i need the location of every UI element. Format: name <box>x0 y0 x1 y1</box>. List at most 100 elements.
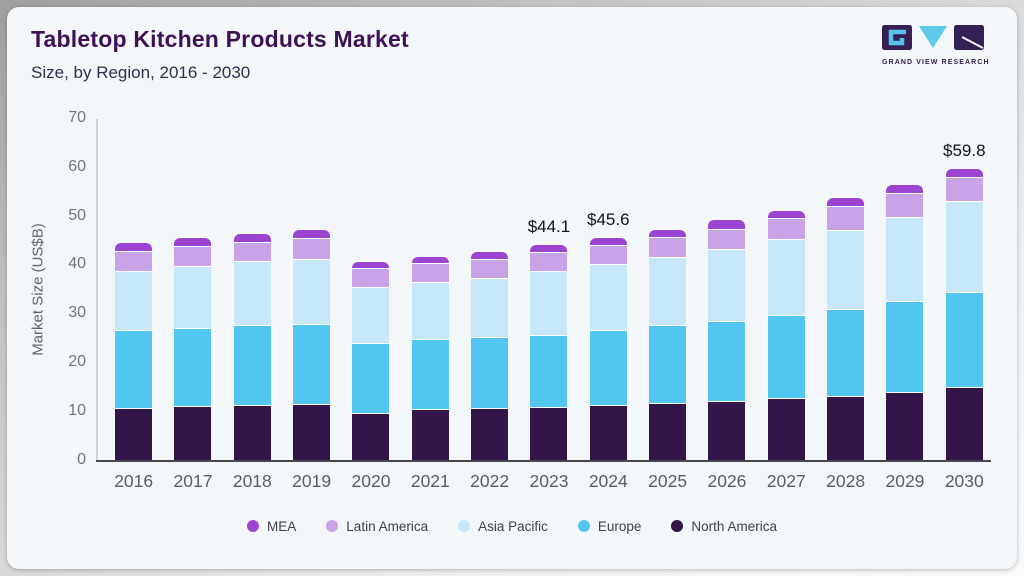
bar-segment-2023-mea <box>530 245 568 254</box>
x-label-2026: 2026 <box>707 471 747 491</box>
bar-segment-2018-asia-pacific <box>233 262 271 326</box>
bar-segment-2024-north-america <box>589 406 627 461</box>
bar-2017 <box>174 238 212 461</box>
value-label-2023: $44.1 <box>527 217 571 237</box>
bar-segment-2021-north-america <box>411 409 449 461</box>
bar-2026 <box>708 220 746 461</box>
bar-segment-2029-north-america <box>886 392 924 461</box>
bar-segment-2029-asia-pacific <box>886 217 924 302</box>
bar-segment-2016-mea <box>115 242 153 252</box>
bar-segment-2019-europe <box>293 324 331 405</box>
x-label-2025: 2025 <box>648 471 688 491</box>
legend: MEA Latin America Asia Pacific Europe North … <box>0 510 1024 542</box>
bar-segment-2021-mea <box>411 257 449 265</box>
bar-segment-2027-europe <box>767 316 805 400</box>
logo-g-glyph <box>888 29 906 46</box>
bar-2023 <box>530 245 568 461</box>
bar-segment-2028-latin-america <box>827 206 865 231</box>
y-tick-20: 20 <box>68 352 86 370</box>
bar-2018 <box>233 233 271 461</box>
legend-label: Latin America <box>346 518 429 534</box>
bar-segment-2017-north-america <box>174 406 212 461</box>
x-label-2017: 2017 <box>173 471 213 491</box>
legend-label: North America <box>691 518 777 534</box>
y-tick-50: 50 <box>68 206 86 224</box>
x-label-2020: 2020 <box>351 471 391 491</box>
bar-segment-2019-mea <box>293 229 331 239</box>
bar-segment-2021-europe <box>411 340 449 410</box>
gvr-logo: GRAND VIEW RESEARCH <box>882 24 990 66</box>
legend-item-asia-pacific: Asia Pacific <box>458 519 548 534</box>
bar-segment-2022-latin-america <box>471 260 509 280</box>
logo-g-block <box>882 25 912 50</box>
bar-segment-2026-mea <box>708 220 746 230</box>
x-label-2022: 2022 <box>470 471 510 491</box>
bar-segment-2027-latin-america <box>767 218 805 240</box>
bar-segment-2024-asia-pacific <box>589 265 627 332</box>
y-tick-30: 30 <box>68 304 86 322</box>
bar-segment-2019-latin-america <box>293 239 331 260</box>
bar-2021 <box>411 257 449 461</box>
bar-2024 <box>589 238 627 461</box>
bar-segment-2028-europe <box>827 310 865 397</box>
bar-segment-2023-asia-pacific <box>530 272 568 336</box>
x-label-2030: 2030 <box>944 471 984 491</box>
bar-segment-2023-europe <box>530 335 568 408</box>
legend-label: MEA <box>267 518 297 534</box>
bar-segment-2018-latin-america <box>233 242 271 263</box>
logo-r-glyph <box>961 36 984 49</box>
bar-segment-2030-latin-america <box>945 178 983 203</box>
bar-segment-2026-north-america <box>708 402 746 461</box>
bar-segment-2022-north-america <box>471 408 509 461</box>
y-axis-line <box>96 119 98 461</box>
legend-dot-icon <box>671 520 684 532</box>
bar-segment-2017-asia-pacific <box>174 267 212 329</box>
bar-segment-2025-asia-pacific <box>649 258 687 327</box>
bar-segment-2018-mea <box>233 233 271 243</box>
bar-segment-2030-asia-pacific <box>945 202 983 294</box>
bar-segment-2028-north-america <box>827 396 865 461</box>
legend-item-mea: MEA <box>247 519 296 534</box>
legend-label: Asia Pacific <box>478 518 548 534</box>
bar-segment-2027-north-america <box>767 399 805 461</box>
bar-segment-2016-asia-pacific <box>115 272 153 332</box>
bar-segment-2023-north-america <box>530 407 568 461</box>
y-axis-label: Market Size (US$B) <box>29 223 47 356</box>
bar-2020 <box>352 261 390 461</box>
logo-v-glyph <box>919 26 947 48</box>
x-label-2028: 2028 <box>826 471 866 491</box>
bar-segment-2019-north-america <box>293 404 331 461</box>
y-tick-70: 70 <box>68 109 86 126</box>
bar-segment-2020-latin-america <box>352 269 390 289</box>
bar-segment-2020-north-america <box>352 413 390 461</box>
legend-item-latin-america: Latin America <box>326 519 428 534</box>
bar-segment-2026-europe <box>708 321 746 403</box>
bar-2019 <box>293 229 331 461</box>
bar-2025 <box>649 229 687 461</box>
bar-segment-2016-latin-america <box>115 251 153 273</box>
bar-segment-2017-latin-america <box>174 246 212 268</box>
logo-caption: GRAND VIEW RESEARCH <box>882 59 990 66</box>
bar-segment-2018-europe <box>233 325 271 406</box>
legend-item-europe: Europe <box>577 518 642 534</box>
x-label-2021: 2021 <box>410 471 450 491</box>
bar-segment-2025-latin-america <box>649 238 687 259</box>
y-tick-60: 60 <box>68 157 86 175</box>
gvr-logo-icon <box>882 25 984 50</box>
bar-segment-2020-mea <box>352 261 390 270</box>
bar-segment-2018-north-america <box>233 405 271 461</box>
bar-segment-2030-north-america <box>945 387 983 461</box>
bar-segment-2026-latin-america <box>708 229 746 250</box>
legend-label: Europe <box>597 518 642 534</box>
bar-segment-2019-asia-pacific <box>293 260 331 325</box>
bar-segment-2017-europe <box>174 328 212 407</box>
bar-2028 <box>827 198 865 461</box>
bar-2016 <box>115 242 153 461</box>
x-label-2024: 2024 <box>588 471 628 491</box>
y-tick-0: 0 <box>77 450 86 468</box>
legend-item-north-america: North America <box>671 519 777 534</box>
bar-segment-2023-latin-america <box>530 253 568 273</box>
bar-2027 <box>767 210 805 461</box>
legend-dot-icon <box>247 520 260 532</box>
